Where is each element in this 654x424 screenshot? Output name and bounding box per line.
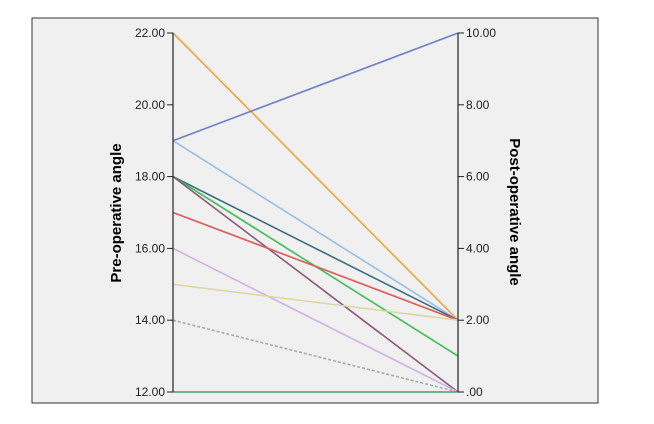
left-tick-label: 14.00: [135, 313, 165, 327]
right-axis-title: Post-operative angle: [506, 138, 523, 286]
series-line-6: [172, 175, 459, 393]
left-tick-label: 22.00: [135, 26, 165, 40]
left-tick-label: 12.00: [135, 385, 165, 399]
series-line-1: [172, 32, 459, 321]
left-tick-label: 18.00: [135, 170, 165, 184]
left-tick-label: 20.00: [135, 98, 165, 112]
left-tick-label: 16.00: [135, 241, 165, 255]
right-tick-label: 4.00: [466, 241, 490, 255]
series-layer: [172, 32, 459, 393]
right-axis-ticks: .00 2.00 4.00 6.00 8.00 10.00: [458, 26, 496, 399]
right-tick-label: 10.00: [466, 26, 496, 40]
right-tick-label: 6.00: [466, 170, 490, 184]
series-line-10: [172, 319, 459, 393]
series-line-4: [172, 175, 459, 321]
series-line-9: [172, 283, 459, 321]
series-line-3: [172, 140, 459, 321]
plot-frame: [31, 17, 599, 404]
series-line-8: [172, 247, 459, 393]
left-axis-ticks: 12.00 14.00 16.00 18.00 20.00 22.00: [135, 26, 173, 399]
left-axis-title: Pre-operative angle: [108, 143, 125, 282]
right-tick-label: 2.00: [466, 313, 490, 327]
series-line-7: [172, 211, 459, 321]
right-tick-label: 8.00: [466, 98, 490, 112]
right-tick-label: .00: [466, 385, 483, 399]
series-line-2: [172, 32, 459, 142]
